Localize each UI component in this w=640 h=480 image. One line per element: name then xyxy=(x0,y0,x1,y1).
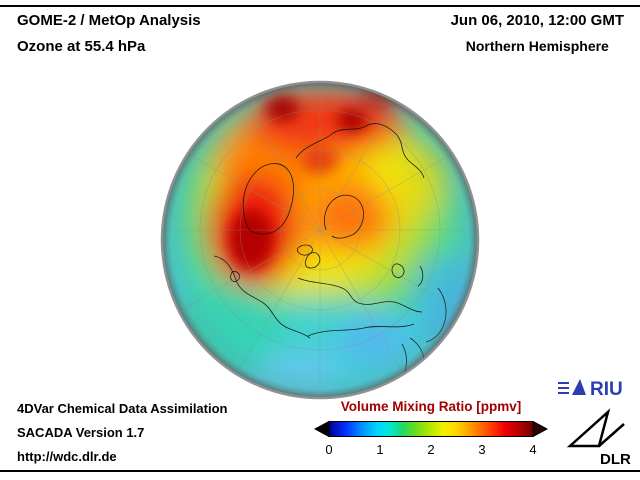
product-title: GOME-2 / MetOp Analysis xyxy=(17,12,201,29)
footer-url: http://wdc.dlr.de xyxy=(17,449,117,464)
globe-map xyxy=(148,68,492,412)
colorbar-tick: 1 xyxy=(376,442,384,457)
bottom-border-line xyxy=(0,470,640,472)
colorbar-title: Volume Mixing Ratio [ppmv] xyxy=(340,399,522,414)
colorbar-right-arrow xyxy=(532,420,548,438)
datetime-label: Jun 06, 2010, 12:00 GMT xyxy=(450,12,624,29)
colorbar-left-arrow xyxy=(314,420,330,438)
header-left: GOME-2 / MetOp Analysis Ozone at 55.4 hP… xyxy=(17,13,201,54)
riu-logo-text: RIU xyxy=(590,379,623,400)
footer-credits: 4DVar Chemical Data Assimilation SACADA … xyxy=(17,402,228,474)
riu-logo: RIU xyxy=(558,379,623,400)
dlr-logo: DLR xyxy=(566,408,631,468)
riu-logo-mark xyxy=(572,379,586,395)
dlr-logo-text: DLR xyxy=(600,451,631,468)
colorbar-tick: 2 xyxy=(427,442,435,457)
footer-method: 4DVar Chemical Data Assimilation xyxy=(17,401,228,416)
globe-edge xyxy=(160,80,480,400)
globe-limb xyxy=(162,82,478,398)
colorbar-gradient xyxy=(314,420,548,438)
colorbar-body xyxy=(328,421,534,437)
top-border-line xyxy=(0,5,640,7)
colorbar-ticks: 0 1 2 3 4 xyxy=(314,442,548,458)
region-label: Northern Hemisphere xyxy=(465,38,609,54)
colorbar-tick: 4 xyxy=(529,442,537,457)
globe-svg xyxy=(160,80,480,400)
header-right: Jun 06, 2010, 12:00 GMT Northern Hemisph… xyxy=(451,13,624,53)
colorbar-tick: 0 xyxy=(325,442,333,457)
level-title: Ozone at 55.4 hPa xyxy=(17,38,146,55)
colorbar-tick: 3 xyxy=(478,442,486,457)
dlr-logo-mark xyxy=(566,408,625,448)
footer-version: SACADA Version 1.7 xyxy=(17,425,145,440)
